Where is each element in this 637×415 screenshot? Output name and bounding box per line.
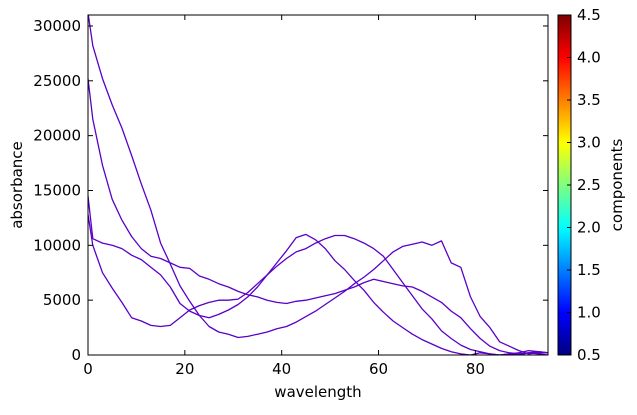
colorbar-tick-label: 1.0 [577,304,601,322]
colorbar-tick-label: 4.0 [577,49,601,67]
colorbar-tick-label: 1.5 [577,261,601,279]
y-tick-label: 25000 [33,72,81,90]
colorbar-tick-label: 0.5 [577,346,601,364]
y-tick-label: 5000 [43,291,81,309]
x-axis-label: wavelength [274,383,361,401]
x-tick-label: 80 [466,360,485,378]
colorbar-tick-label: 4.5 [577,6,601,24]
colorbar-tick-label: 3.0 [577,134,601,152]
colorbar-label: components [608,138,626,231]
series-line-4 [88,214,548,355]
series-lines [88,15,548,355]
plot-background [88,15,548,355]
colorbar-tick-label: 3.5 [577,91,601,109]
series-line-2 [88,78,548,355]
colorbar-tick-label: 2.5 [577,176,601,194]
x-tick-label: 60 [369,360,388,378]
x-tick-label: 40 [272,360,291,378]
x-tick-label: 20 [175,360,194,378]
plot-frame [87,14,549,356]
y-tick-label: 20000 [33,127,81,145]
colorbar-tick-label: 2.0 [577,219,601,237]
y-axis-label: absorbance [8,141,26,229]
y-tick-label: 0 [71,346,81,364]
y-tick-label: 15000 [33,181,81,199]
y-tick-label: 10000 [33,236,81,254]
x-tick-label: 0 [83,360,93,378]
series-line-3 [88,195,548,355]
plot-area [88,15,548,355]
series-line-1 [88,15,548,355]
axes: 0 20 40 60 80 0 5000 10000 15000 20000 25000 30000 [33,14,549,378]
y-tick-label: 30000 [33,17,81,35]
colorbar: 0.5 1.0 1.5 2.0 2.5 3.0 3.5 4.0 4.5 [557,6,601,364]
